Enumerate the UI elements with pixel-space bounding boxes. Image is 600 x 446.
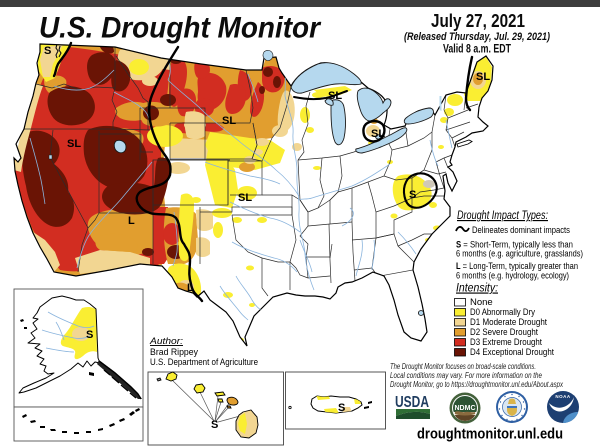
svg-text:S: S <box>86 329 93 341</box>
svg-text:SL: SL <box>222 115 236 127</box>
svg-text:6 months (e.g. agriculture, gr: 6 months (e.g. agriculture, grasslands) <box>456 249 583 259</box>
svg-text:None: None <box>470 297 493 308</box>
svg-text:Brad Rippey: Brad Rippey <box>150 347 198 357</box>
svg-text:Drought Monitor, go to https:/: Drought Monitor, go to https://droughtmo… <box>390 380 564 389</box>
svg-text:U.S. Department of Agriculture: U.S. Department of Agriculture <box>150 357 258 367</box>
svg-text:U.S. Drought Monitor: U.S. Drought Monitor <box>39 12 322 45</box>
svg-text:SL: SL <box>328 90 342 102</box>
svg-text:S: S <box>44 45 51 57</box>
svg-text:SL: SL <box>476 71 490 83</box>
svg-text:S = Short-Term, typically less: S = Short-Term, typically less than <box>456 240 573 250</box>
svg-text:July 27, 2021: July 27, 2021 <box>431 11 525 31</box>
svg-text:Delineates dominant impacts: Delineates dominant impacts <box>472 225 570 235</box>
svg-text:Valid 8 a.m. EDT: Valid 8 a.m. EDT <box>443 44 511 56</box>
svg-text:Drought Impact Types:: Drought Impact Types: <box>457 210 548 222</box>
svg-text:D2 Severe Drought: D2 Severe Drought <box>470 327 538 338</box>
svg-text:L: L <box>187 282 194 294</box>
svg-text:L: L <box>128 215 135 227</box>
svg-text:SL: SL <box>371 128 385 140</box>
svg-text:S: S <box>409 189 416 201</box>
svg-text:D3 Extreme Drought: D3 Extreme Drought <box>470 337 542 348</box>
svg-text:L = Long-Term, typically great: L = Long-Term, typically greater than <box>456 261 578 271</box>
svg-text:6 months (e.g. hydrology, ecol: 6 months (e.g. hydrology, ecology) <box>456 271 569 281</box>
svg-text:S: S <box>338 402 345 414</box>
svg-text:droughtmonitor.unl.edu: droughtmonitor.unl.edu <box>417 426 563 443</box>
svg-text:NOAA: NOAA <box>555 394 570 399</box>
svg-text:SL: SL <box>238 192 252 204</box>
svg-text:Intensity:: Intensity: <box>456 283 498 295</box>
svg-text:S: S <box>211 419 218 431</box>
svg-text:USDA: USDA <box>395 394 429 411</box>
svg-text:D4 Exceptional Drought: D4 Exceptional Drought <box>470 347 554 358</box>
svg-text:Author:: Author: <box>149 336 183 347</box>
svg-text:(Released Thursday, Jul. 29, 2: (Released Thursday, Jul. 29, 2021) <box>404 31 550 43</box>
svg-text:D1 Moderate Drought: D1 Moderate Drought <box>470 317 547 328</box>
svg-text:D0 Abnormally Dry: D0 Abnormally Dry <box>470 307 535 318</box>
svg-text:SL: SL <box>67 138 81 150</box>
svg-text:Local conditions may vary. For: Local conditions may vary. For more info… <box>390 371 542 380</box>
svg-text:NDMC: NDMC <box>455 405 476 412</box>
svg-text:The Drought Monitor focuses on: The Drought Monitor focuses on broad-sca… <box>390 362 536 371</box>
